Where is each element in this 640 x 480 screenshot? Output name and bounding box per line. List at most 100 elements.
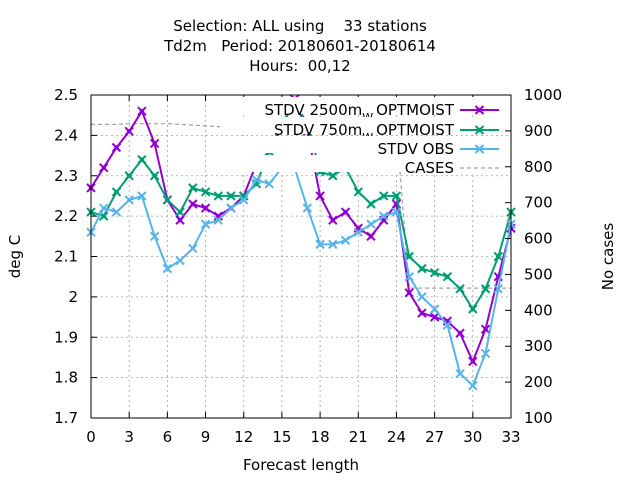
- point-mark-center: [114, 189, 119, 195]
- point-mark-center: [432, 314, 437, 320]
- point-mark-center: [470, 306, 476, 312]
- point-mark: [99, 203, 109, 213]
- data-point: [379, 191, 389, 201]
- point-mark-center: [470, 359, 476, 364]
- data-point: [340, 207, 351, 217]
- point-mark: [328, 239, 338, 250]
- legend-entry-background: [220, 117, 503, 134]
- point-mark-center: [114, 145, 119, 150]
- point-mark-center: [432, 270, 437, 275]
- point-mark: [226, 203, 236, 213]
- data-point: [379, 211, 389, 221]
- point-mark-center: [483, 286, 488, 291]
- point-mark: [417, 292, 427, 302]
- point-mark-center: [216, 213, 221, 219]
- data-point: [226, 191, 236, 201]
- data-point: [124, 171, 134, 181]
- data-point: [251, 175, 262, 185]
- point-mark-center: [477, 107, 482, 113]
- point-mark-center: [406, 290, 412, 296]
- data-point: [200, 203, 211, 213]
- data-point: [391, 191, 402, 201]
- y-tick-label: 2.3: [54, 167, 78, 185]
- legend: STDV 2500mWOPTMOISTSTDV 750mWOPTMOISTSTD…: [220, 97, 503, 177]
- data-point: [226, 203, 236, 213]
- point-mark-center: [203, 189, 208, 195]
- y-tick-label: 2: [68, 288, 78, 306]
- data-point: [99, 203, 109, 213]
- data-point: [480, 324, 491, 334]
- point-mark-center: [152, 173, 157, 178]
- data-point: [468, 380, 478, 391]
- point-mark-center: [457, 286, 463, 291]
- x-tick-label: 30: [463, 428, 482, 446]
- point-mark-center: [330, 217, 336, 223]
- point-mark-center: [216, 193, 221, 199]
- data-point: [493, 284, 503, 294]
- point-mark: [404, 271, 414, 282]
- point-mark-center: [317, 193, 323, 199]
- y-tick-label: 2.1: [54, 248, 78, 266]
- data-point: [328, 239, 338, 250]
- data-point: [391, 207, 402, 217]
- point-mark: [315, 239, 325, 250]
- point-mark-center: [228, 193, 234, 199]
- data-point: [366, 199, 376, 209]
- point-mark: [302, 203, 313, 213]
- data-point: [124, 195, 134, 205]
- data-point: [353, 187, 363, 197]
- data-point: [404, 288, 414, 298]
- point-mark-center: [126, 129, 132, 134]
- x-tick-label: 27: [425, 428, 444, 446]
- data-point: [315, 191, 325, 201]
- x-axis-label: Forecast length: [243, 456, 359, 474]
- point-mark-center: [101, 165, 106, 170]
- x-tick-label: 18: [311, 428, 330, 446]
- legend-entry-background: [220, 155, 503, 172]
- x-tick-label: 24: [387, 428, 406, 446]
- series-line-stdv-obs: [90, 166, 512, 388]
- point-mark-center: [368, 234, 374, 239]
- data-point: [474, 144, 485, 154]
- x-tick-label: 33: [501, 428, 520, 446]
- data-point: [455, 328, 465, 338]
- point-mark: [175, 255, 185, 266]
- data-point: [468, 304, 478, 314]
- data-point: [188, 199, 198, 209]
- x-tick-label: 0: [86, 428, 96, 446]
- data-point: [188, 183, 198, 193]
- point-mark: [391, 207, 402, 217]
- point-mark-center: [457, 331, 463, 336]
- y2-tick-label: 500: [524, 265, 553, 283]
- point-mark-center: [483, 326, 488, 332]
- point-mark-center: [496, 274, 501, 279]
- point-mark: [149, 231, 160, 242]
- data-point: [328, 215, 338, 225]
- y2-tick-label: 800: [524, 158, 553, 176]
- point-mark-center: [165, 197, 170, 203]
- y-tick-label: 2.4: [54, 126, 78, 144]
- point-mark-center: [190, 201, 196, 207]
- data-point: [137, 106, 147, 116]
- data-point: [442, 271, 453, 282]
- data-point: [442, 320, 453, 330]
- point-mark: [340, 235, 351, 246]
- point-mark: [137, 191, 147, 201]
- data-point: [149, 138, 160, 149]
- data-point: [111, 187, 122, 197]
- y2-tick-label: 100: [524, 409, 553, 427]
- chart-title-line1: Selection: ALL using 33 stations: [173, 17, 427, 35]
- series-line-stdv-2500m: [90, 96, 512, 365]
- y-tick-label: 1.9: [54, 328, 78, 346]
- data-point: [200, 219, 211, 229]
- data-point: [137, 191, 147, 201]
- x-tick-label: 15: [272, 428, 291, 446]
- y-tick-label: 2.5: [54, 86, 78, 104]
- data-point: [417, 263, 427, 274]
- y-axis-label: deg C: [6, 235, 24, 279]
- point-mark-center: [139, 108, 145, 114]
- point-mark-center: [152, 141, 157, 146]
- data-point: [366, 219, 376, 229]
- point-mark: [188, 243, 198, 254]
